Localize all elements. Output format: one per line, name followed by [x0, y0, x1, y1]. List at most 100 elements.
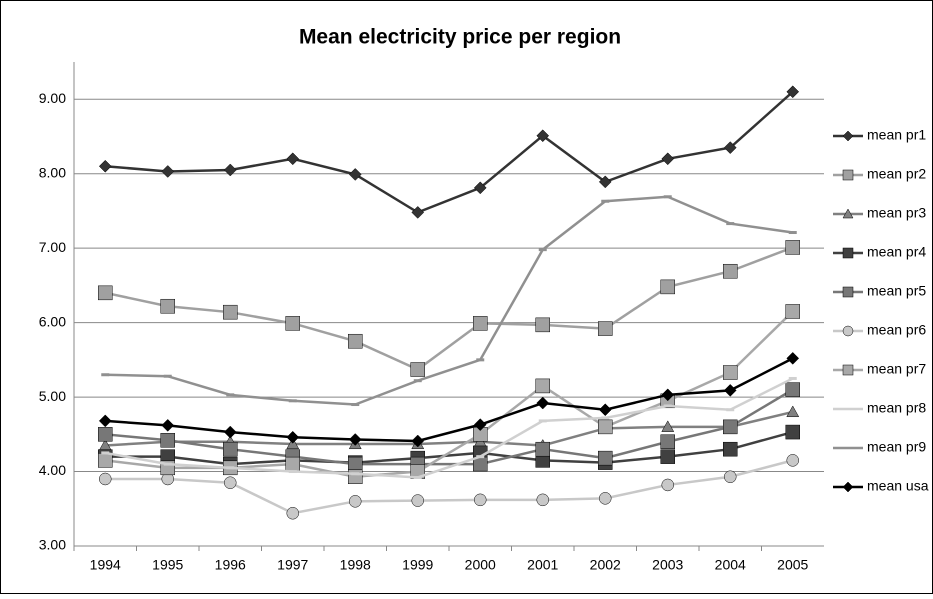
marker — [536, 396, 550, 410]
marker — [786, 85, 800, 99]
x-tick-label: 2005 — [777, 557, 808, 573]
marker — [411, 494, 424, 507]
y-tick-label: 9.00 — [39, 90, 66, 106]
legend-marker — [842, 481, 854, 493]
legend-marker — [842, 364, 854, 376]
series-line — [105, 357, 794, 443]
legend-label: mean pr3 — [867, 205, 926, 221]
legend-marker — [842, 247, 854, 259]
legend-label: mean pr5 — [867, 283, 926, 299]
legend-label: mean pr2 — [867, 166, 926, 182]
marker — [536, 129, 550, 143]
marker — [661, 388, 675, 402]
chart-title: Mean electricity price per region — [299, 26, 621, 49]
marker — [661, 152, 675, 166]
marker — [599, 492, 612, 505]
marker — [785, 424, 800, 440]
marker — [723, 419, 738, 435]
marker — [161, 165, 175, 178]
marker — [724, 470, 737, 484]
legend-marker — [842, 130, 854, 142]
marker — [598, 419, 613, 435]
legend-label: mean pr8 — [867, 400, 926, 416]
marker — [160, 298, 175, 314]
marker — [598, 450, 613, 466]
marker — [474, 493, 487, 507]
marker — [286, 506, 299, 520]
marker — [161, 419, 175, 432]
y-tick-label: 4.00 — [39, 462, 66, 478]
x-tick-label: 2002 — [590, 557, 621, 573]
y-tick-label: 8.00 — [39, 164, 66, 180]
y-tick-label: 6.00 — [39, 313, 66, 329]
marker — [286, 152, 300, 166]
marker — [786, 352, 800, 365]
marker — [98, 285, 113, 301]
marker — [473, 316, 488, 331]
marker — [723, 365, 738, 380]
marker — [286, 430, 300, 444]
marker — [224, 476, 237, 489]
marker — [98, 159, 112, 173]
marker — [349, 495, 362, 508]
marker — [660, 434, 675, 450]
marker — [160, 433, 175, 448]
marker — [223, 441, 238, 457]
series-line — [105, 388, 794, 466]
series-line — [105, 377, 794, 479]
legend-label: mean pr6 — [867, 322, 926, 338]
marker — [99, 472, 112, 486]
marker — [223, 425, 237, 439]
marker — [473, 418, 487, 431]
x-tick-label: 2001 — [527, 557, 558, 573]
marker — [348, 433, 362, 446]
x-tick-label: 1994 — [90, 557, 121, 573]
x-tick-label: 2004 — [715, 557, 746, 573]
marker — [98, 414, 112, 428]
marker — [285, 316, 300, 331]
legend-marker — [842, 325, 854, 337]
y-tick-label: 7.00 — [39, 239, 66, 255]
x-tick-label: 1999 — [402, 557, 433, 573]
marker — [723, 441, 738, 457]
series-line — [105, 195, 793, 406]
legend-marker — [842, 208, 854, 219]
marker — [723, 141, 737, 154]
marker — [348, 469, 363, 485]
marker — [348, 168, 362, 181]
legend-label: mean pr4 — [867, 244, 926, 260]
marker — [535, 317, 550, 333]
marker — [223, 163, 237, 177]
marker — [98, 453, 113, 468]
marker — [411, 206, 425, 219]
x-tick-label: 1997 — [277, 557, 308, 573]
series-line — [105, 459, 794, 515]
marker — [723, 384, 737, 397]
marker — [661, 420, 675, 432]
y-tick-label: 3.00 — [39, 537, 66, 553]
marker — [598, 175, 612, 189]
legend-marker — [842, 169, 854, 181]
legend-label: mean pr7 — [867, 361, 926, 377]
y-tick-label: 5.00 — [39, 388, 66, 404]
series-line — [105, 410, 794, 447]
marker — [661, 478, 674, 492]
legend-label: mean pr1 — [867, 127, 926, 143]
marker — [785, 304, 800, 319]
marker — [98, 427, 113, 442]
marker — [598, 321, 613, 336]
x-tick-label: 1996 — [215, 557, 246, 573]
marker — [786, 405, 800, 418]
marker — [411, 434, 425, 448]
marker — [285, 456, 300, 472]
x-tick-label: 2000 — [465, 557, 496, 573]
marker — [660, 449, 675, 464]
marker — [536, 493, 549, 507]
legend-marker — [842, 286, 854, 298]
marker — [785, 382, 800, 397]
marker — [535, 378, 550, 394]
marker — [348, 456, 363, 472]
marker — [785, 240, 800, 255]
series-line — [104, 246, 794, 371]
x-tick-label: 1998 — [340, 557, 371, 573]
